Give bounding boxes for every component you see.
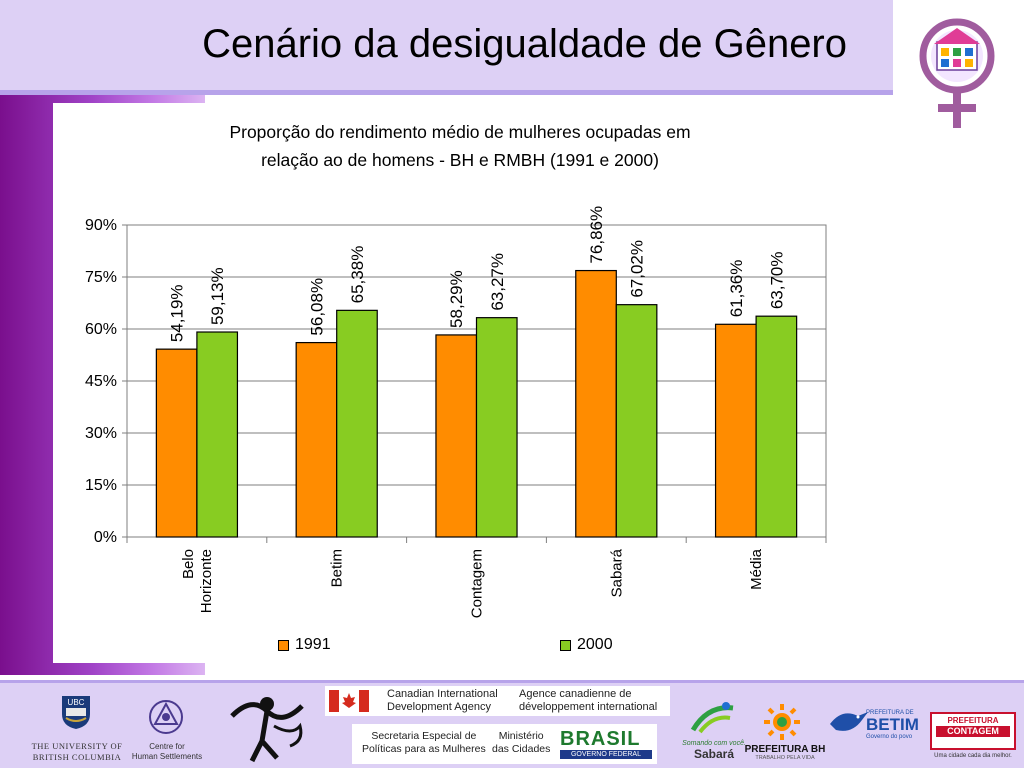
pbh-subtitle: TRABALHO PELA VIDA	[755, 755, 815, 761]
cida-fr-line-1: Agence canadienne de	[519, 688, 632, 700]
betim-title: BETIM	[866, 715, 919, 734]
data-label-1991: 61,36%	[727, 260, 746, 318]
dancer-figure-logo	[230, 697, 304, 763]
pbh-logo-text: PREFEITURA BH TRABALHO PELA VIDA	[744, 744, 826, 761]
title-band	[0, 0, 893, 90]
data-label-1991: 56,08%	[307, 278, 326, 336]
betim-subtitle: Governo do povo	[866, 734, 913, 740]
x-tick-label: Contagem	[469, 549, 486, 618]
y-tick-label: 90%	[85, 217, 117, 234]
y-tick-label: 75%	[85, 269, 117, 286]
legend-swatch-2000	[560, 639, 571, 651]
x-tick-label: Betim	[329, 549, 346, 587]
ubc-mark: UBC	[68, 698, 85, 707]
cida-english: Canadian International Development Agenc…	[387, 688, 498, 714]
y-tick-label: 60%	[85, 321, 117, 338]
bar-2000	[475, 317, 518, 538]
bar-2000	[615, 304, 658, 538]
bar-2000	[336, 309, 378, 538]
chs-logo-icon	[149, 700, 183, 734]
ubc-logo-text: THE UNIVERSITY OF BRITISH COLUMBIA	[22, 741, 132, 763]
federal-government-logos: Secretaria Especial de Políticas para as…	[352, 724, 657, 764]
bar-2000	[196, 331, 239, 538]
chart-title-line-2: relação ao de homens - BH e RMBH (1991 e…	[261, 150, 659, 170]
bar-1991	[714, 323, 757, 538]
data-label-2000: 67,02%	[628, 240, 647, 298]
chs-logo-text: Centre for Human Settlements	[130, 742, 204, 762]
betim-logo-text: PREFEITURA DE BETIM Governo do povo	[866, 710, 926, 740]
contagem-line-1: PREFEITURA	[947, 716, 999, 725]
betim-small: PREFEITURA DE	[866, 710, 914, 716]
data-label-1991: 54,19%	[168, 284, 187, 342]
data-label-2000: 63,70%	[767, 252, 786, 310]
ubc-line-1: THE UNIVERSITY OF	[31, 741, 123, 751]
venus-symbol-logo	[919, 18, 995, 128]
data-label-1991: 76,86%	[587, 206, 606, 264]
bar-2000	[755, 315, 798, 538]
legend-item-2000: 2000	[560, 634, 613, 656]
x-tick-label: Sabará	[608, 548, 625, 597]
contagem-logo: PREFEITURA CONTAGEM	[930, 712, 1016, 750]
y-tick-label: 45%	[85, 373, 117, 390]
legend-item-1991: 1991	[278, 634, 331, 656]
cida-logo: Canadian International Development Agenc…	[325, 686, 670, 716]
y-tick-label: 15%	[85, 477, 117, 494]
data-label-2000: 59,13%	[208, 267, 227, 325]
sabara-logo-text: Somando com você. Sabará	[674, 740, 754, 761]
cida-french: Agence canadienne de développement inter…	[519, 688, 657, 714]
chart-title: Proporção do rendimento médio de mulhere…	[110, 118, 810, 174]
sep-line-1: Secretaria Especial de	[371, 730, 477, 742]
secretaria-text: Secretaria Especial de Políticas para as…	[362, 730, 486, 756]
cida-fr-line-2: développement international	[519, 701, 658, 713]
sabara-logo-icon	[690, 702, 734, 734]
betim-bird-icon	[830, 712, 868, 731]
pbh-sun-icon	[764, 704, 800, 740]
sep-line-2: Políticas para as Mulheres	[362, 743, 486, 755]
bar-1991	[155, 348, 198, 538]
legend-label-1991: 1991	[295, 636, 331, 653]
page-title: Cenário da desigualdade de Gênero	[202, 22, 847, 66]
x-tick-label: Belo	[180, 549, 197, 579]
bar-1991	[575, 269, 617, 538]
chs-line-1: Centre for	[149, 742, 185, 751]
bar-1991	[435, 334, 478, 538]
brasil-subtitle: GOVERNO FEDERAL	[560, 750, 652, 759]
ministerio-text: Ministério das Cidades	[492, 730, 550, 756]
cida-en-line-2: Development Agency	[387, 701, 491, 713]
data-label-2000: 65,38%	[348, 246, 367, 304]
chart-title-line-1: Proporção do rendimento médio de mulhere…	[229, 122, 691, 142]
legend-swatch-1991	[278, 639, 289, 651]
contagem-line-2: CONTAGEM	[936, 726, 1010, 737]
sabara-line-2: Sabará	[693, 747, 735, 761]
x-tick-label: Horizonte	[198, 549, 215, 613]
y-tick-label: 0%	[94, 529, 117, 546]
ubc-crest-icon: UBC	[62, 696, 90, 729]
contagem-subtitle: Uma cidade cada dia melhor.	[934, 753, 1012, 759]
data-label-1991: 58,29%	[447, 270, 466, 328]
mc-line-2: das Cidades	[492, 743, 551, 755]
data-label-2000: 63,27%	[488, 253, 507, 311]
cida-en-line-1: Canadian International	[387, 688, 498, 700]
canada-flag-icon	[329, 690, 369, 712]
legend-label-2000: 2000	[577, 636, 613, 653]
title-underline	[0, 90, 893, 95]
brasil-wordmark: BRASIL	[560, 728, 641, 750]
pbh-title: PREFEITURA BH	[744, 744, 826, 755]
bar-1991	[295, 341, 338, 538]
ubc-line-2: BRITISH COLUMBIA	[32, 752, 122, 762]
chs-line-2: Human Settlements	[131, 752, 203, 761]
footer-line	[0, 680, 1024, 683]
mc-line-1: Ministério	[498, 730, 544, 742]
sabara-line-1: Somando com você.	[682, 740, 746, 747]
y-tick-label: 30%	[85, 425, 117, 442]
brasil-governo-federal-logo: BRASIL GOVERNO FEDERAL	[560, 728, 652, 760]
x-tick-label: Média	[748, 548, 765, 590]
